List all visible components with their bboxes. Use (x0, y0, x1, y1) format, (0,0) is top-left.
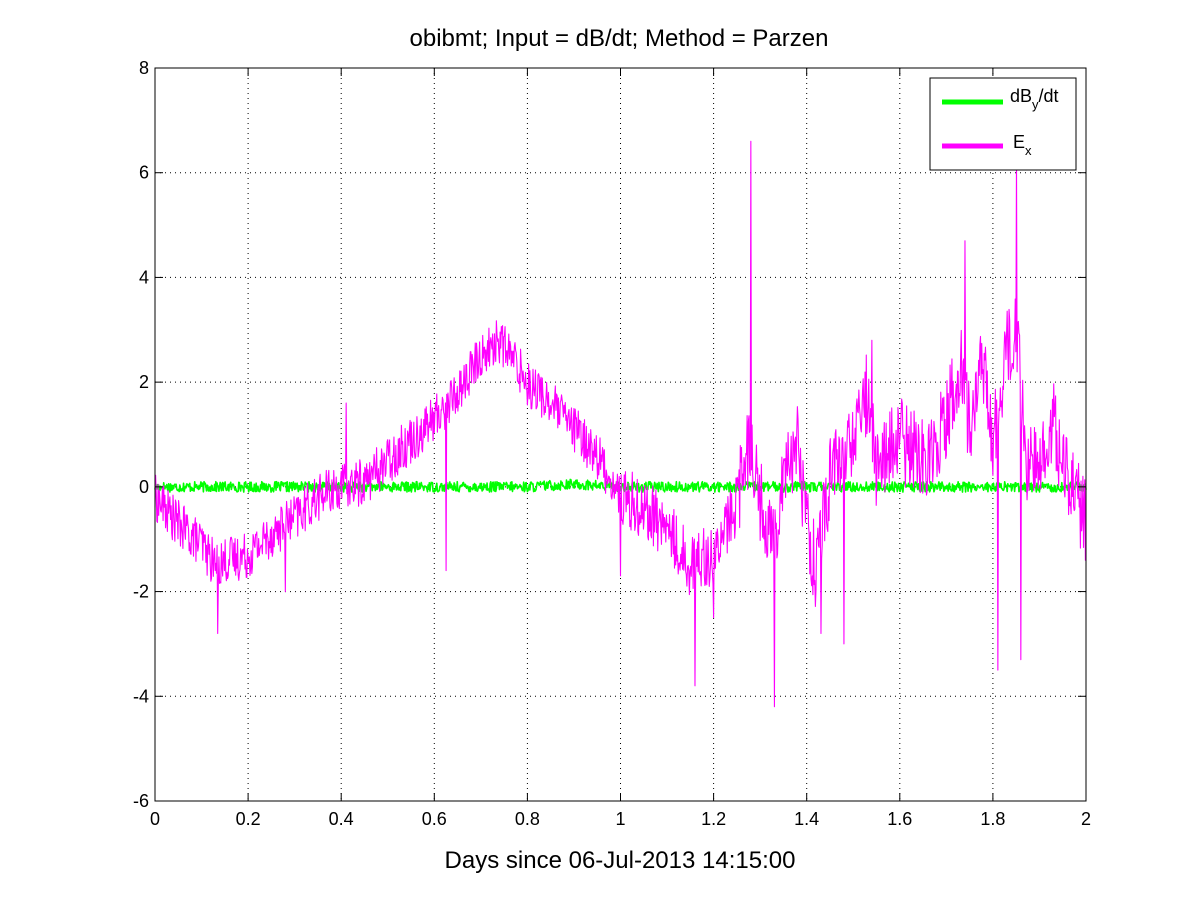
y-tick-label: 8 (139, 58, 149, 78)
x-tick-label: 1.2 (701, 809, 726, 829)
x-tick-label: 1 (615, 809, 625, 829)
legend: dBy/dt Ex (929, 77, 1077, 171)
y-tick-label: -2 (133, 582, 149, 602)
x-tick-label: 0.4 (329, 809, 354, 829)
chart-title: obibmt; Input = dB/dt; Method = Parzen (410, 25, 829, 52)
x-tick-label: 0.8 (515, 809, 540, 829)
y-tick-labels: -6 -4 -2 0 2 4 6 8 (133, 58, 149, 811)
x-tick-label: 0 (150, 809, 160, 829)
x-tick-label: 0.2 (236, 809, 261, 829)
legend-label-dby-dt-main: dB (1010, 86, 1032, 106)
x-axis-label: Days since 06-Jul-2013 14:15:00 (445, 847, 796, 874)
x-tick-label: 1.8 (980, 809, 1005, 829)
y-tick-label: 2 (139, 372, 149, 392)
legend-label-dby-dt-tail: /dt (1039, 86, 1059, 106)
legend-box (929, 77, 1077, 171)
tick-marks (154, 67, 1087, 802)
x-tick-label: 0.6 (422, 809, 447, 829)
y-tick-label: 0 (139, 477, 149, 497)
legend-label-dby-dt-sub: y (1032, 97, 1039, 112)
series-layer (154, 140, 1087, 708)
series-line-ex (154, 140, 1087, 708)
x-tick-label: 1.6 (887, 809, 912, 829)
legend-label-ex: Ex (1013, 132, 1032, 158)
x-tick-label: 2 (1081, 809, 1091, 829)
y-tick-label: -6 (133, 791, 149, 811)
y-tick-label: 6 (139, 163, 149, 183)
y-tick-label: -4 (133, 686, 149, 706)
x-tick-label: 1.4 (794, 809, 819, 829)
plot-area (154, 67, 1087, 802)
y-tick-label: 4 (139, 267, 149, 287)
legend-label-ex-main: E (1013, 132, 1025, 152)
legend-label-dby-dt: dBy/dt (1010, 86, 1059, 112)
legend-label-ex-sub: x (1025, 143, 1032, 158)
x-tick-labels: 0 0.2 0.4 0.6 0.8 1 1.2 1.4 1.6 1.8 2 (150, 809, 1091, 829)
